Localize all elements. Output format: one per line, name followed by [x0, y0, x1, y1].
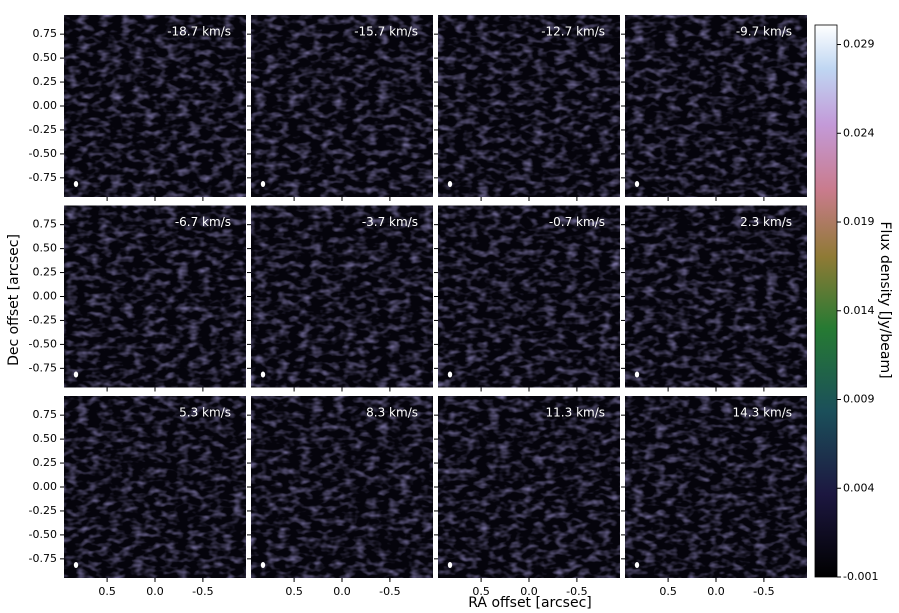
y-tick-label: -0.25: [29, 313, 57, 326]
y-tick-label: 0.50: [33, 51, 58, 64]
x-tick-label: 0.0: [520, 585, 538, 598]
panel-noise: [438, 396, 620, 578]
beam: [634, 181, 640, 187]
panel-label: 5.3 km/s: [179, 406, 231, 420]
x-tick-label: 0.0: [707, 585, 725, 598]
y-tick-label: -0.50: [29, 337, 57, 350]
panel-label: -3.7 km/s: [362, 215, 418, 229]
y-tick-label: -0.25: [29, 123, 57, 136]
panel-noise: [64, 396, 246, 578]
x-tick-label: 0.5: [285, 585, 303, 598]
panel-noise: [625, 15, 807, 197]
y-tick-label: -0.75: [29, 552, 57, 565]
panel-label: 14.3 km/s: [733, 406, 792, 420]
x-tick-label: 0.5: [659, 585, 677, 598]
y-tick-label: 0.00: [33, 99, 58, 112]
colorbar-tick-label: 0.024: [843, 126, 875, 139]
y-tick-label: -0.50: [29, 147, 57, 160]
beam: [73, 562, 79, 568]
x-tick-label: -0.5: [566, 585, 587, 598]
colorbar-label: Flux density [Jy/beam]: [877, 221, 893, 378]
beam: [260, 181, 266, 187]
y-tick-label: 0.25: [33, 456, 58, 469]
panel-noise: [251, 396, 433, 578]
x-tick-label: 0.0: [146, 585, 164, 598]
beam: [260, 562, 266, 568]
panel-label: 11.3 km/s: [546, 406, 605, 420]
y-tick-label: 0.00: [33, 290, 58, 303]
colorbar-tick-label: 0.004: [843, 481, 875, 494]
y-tick-label: 0.75: [33, 218, 58, 231]
beam: [73, 371, 79, 378]
x-tick-label: -0.5: [753, 585, 774, 598]
y-axis-label: Dec offset [arcsec]: [6, 234, 22, 366]
beam: [73, 181, 79, 187]
y-tick-label: -0.25: [29, 504, 57, 517]
panel-label: -0.7 km/s: [549, 215, 605, 229]
colorbar-tick-label: 0.009: [843, 393, 875, 406]
panel-noise: [251, 15, 433, 197]
y-tick-label: -0.75: [29, 361, 57, 374]
beam: [447, 371, 453, 378]
y-tick-label: -0.75: [29, 171, 57, 184]
colorbar-tick-label: 0.019: [843, 215, 875, 228]
panel-noise: [625, 396, 807, 578]
panel-label: -6.7 km/s: [175, 215, 231, 229]
x-tick-label: -0.5: [379, 585, 400, 598]
beam: [447, 181, 453, 187]
y-tick-label: -0.50: [29, 528, 57, 541]
panel-label: 2.3 km/s: [740, 215, 792, 229]
y-tick-label: 0.75: [33, 27, 58, 40]
x-tick-label: 0.5: [472, 585, 490, 598]
y-tick-label: 0.25: [33, 75, 58, 88]
y-tick-label: 0.50: [33, 432, 58, 445]
x-axis-label: RA offset [arcsec]: [468, 595, 592, 611]
beam: [260, 371, 266, 378]
x-tick-label: 0.0: [333, 585, 351, 598]
panel-label: 8.3 km/s: [366, 406, 418, 420]
colorbar-tick-label: 0.029: [843, 38, 875, 51]
y-tick-label: 0.25: [33, 266, 58, 279]
panel-noise: [64, 205, 246, 388]
panel-label: -15.7 km/s: [354, 25, 418, 39]
colorbar-tick-label: 0.014: [843, 304, 875, 317]
y-tick-label: 0.75: [33, 408, 58, 421]
panel-noise: [625, 205, 807, 388]
colorbar-tick-label: -0.001: [843, 570, 878, 583]
x-tick-label: 0.5: [98, 585, 116, 598]
panel-label: -9.7 km/s: [736, 25, 792, 39]
beam: [447, 562, 453, 568]
panel-noise: [438, 15, 620, 197]
panel-label: -18.7 km/s: [167, 25, 231, 39]
beam: [634, 562, 640, 568]
panel-noise: [438, 205, 620, 388]
beam: [634, 371, 640, 378]
y-tick-label: 0.50: [33, 242, 58, 255]
panel-noise: [64, 15, 246, 197]
x-tick-label: -0.5: [192, 585, 213, 598]
panel-label: -12.7 km/s: [541, 25, 605, 39]
colorbar: [814, 24, 838, 578]
panel-noise: [251, 205, 433, 388]
y-tick-label: 0.00: [33, 480, 58, 493]
